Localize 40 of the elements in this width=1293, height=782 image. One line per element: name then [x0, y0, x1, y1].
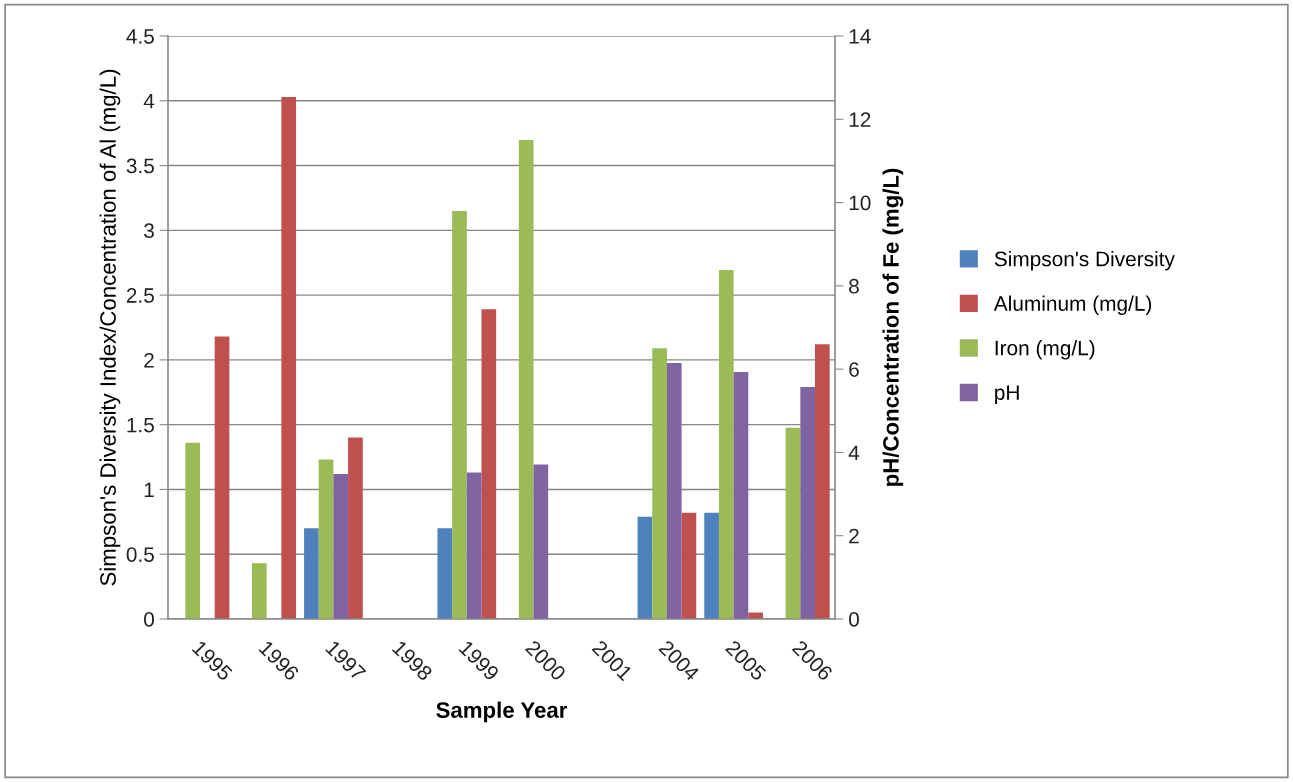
bar [481, 309, 497, 619]
legend-label: Aluminum (mg/L) [993, 295, 1152, 315]
bar [452, 210, 467, 619]
y2-tick-label: 6 [849, 362, 859, 377]
y-tick-label: 0 [144, 612, 154, 627]
y-tick-label: 4 [143, 93, 155, 109]
bar [518, 140, 534, 619]
y2-tick-label: 2 [849, 528, 859, 544]
bar [666, 362, 682, 619]
bar [533, 464, 549, 619]
bar [437, 528, 453, 619]
bar [718, 270, 734, 619]
y-tick-label: 0.5 [126, 547, 154, 562]
y2-tick-label: 12 [849, 112, 871, 127]
y-axis-title: Simpson's Diversity Index/Concentration of Al (mg/L) [99, 69, 121, 586]
bar [785, 427, 801, 619]
bar [214, 336, 230, 619]
y-tick-label: 1.5 [127, 417, 154, 433]
y-tick-label: 3.5 [126, 158, 154, 174]
bar [704, 512, 719, 619]
y2-tick-label: 10 [849, 195, 871, 211]
y-tick-label: 4.5 [126, 29, 154, 44]
y2-tick-label: 4 [848, 445, 860, 460]
y2-tick-label: 14 [849, 29, 871, 44]
legend-label: pH [995, 385, 1019, 405]
y-tick-label: 2.5 [126, 288, 154, 303]
bar [252, 563, 267, 619]
y2-axis-title: pH/Concentration of Fe (mg/L) [882, 168, 904, 486]
legend-label: Iron (mg/L) [995, 340, 1095, 360]
bar [733, 372, 749, 619]
y-tick-label: 2 [144, 352, 154, 368]
bar [185, 442, 201, 619]
y2-tick-label: 0 [849, 612, 859, 627]
bar [281, 96, 297, 619]
y-tick-label: 3 [144, 223, 154, 239]
legend-label: Simpson's Diversity [994, 251, 1175, 271]
y2-tick-label: 8 [849, 278, 859, 294]
bar [652, 348, 667, 619]
x-axis-title: Sample Year [436, 701, 568, 723]
y-tick-label: 1 [144, 482, 154, 497]
